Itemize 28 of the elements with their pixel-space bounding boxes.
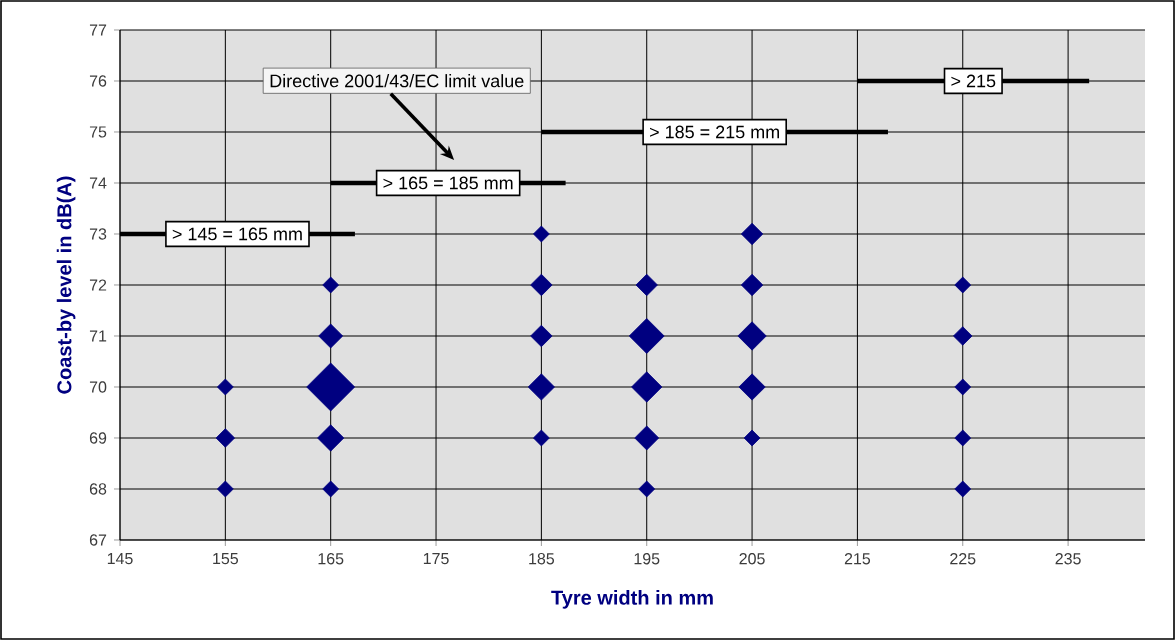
series-label: > 215: [951, 74, 996, 88]
series-label: > 145 = 165 mm: [172, 227, 302, 241]
series-label: > 185 = 215 mm: [650, 125, 779, 139]
y-tick-label: 69: [89, 432, 107, 444]
x-tick-label: 205: [739, 553, 765, 565]
y-tick-label: 70: [89, 381, 107, 393]
y-axis-title: Coast-by level in dB(A): [56, 176, 76, 394]
x-tick-label: 195: [634, 553, 660, 565]
x-tick-label: 155: [213, 553, 239, 565]
x-tick-label: 165: [318, 553, 344, 565]
annotation: Directive 2001/43/EC limit value: [270, 74, 524, 88]
x-tick-label: 175: [423, 553, 449, 565]
y-tick-label: 73: [89, 228, 107, 240]
y-tick-label: 67: [89, 534, 107, 546]
legend-label: > 165 = 185 mm: [383, 176, 513, 190]
x-tick-label: 215: [844, 553, 871, 565]
y-tick-label: 77: [89, 24, 107, 36]
y-tick-label: 71: [89, 330, 107, 342]
x-tick-label: 185: [529, 553, 555, 565]
x-tick-label: 225: [950, 553, 976, 565]
y-tick-label: 76: [89, 75, 107, 87]
y-tick-label: 72: [89, 279, 107, 291]
x-axis-title: Tyre width in mm: [551, 590, 713, 609]
x-tick-label: 235: [1055, 553, 1081, 565]
y-tick-label: 74: [89, 177, 107, 189]
x-tick-label: 145: [107, 553, 133, 565]
y-tick-label: 75: [89, 126, 107, 138]
y-tick-label: 68: [89, 483, 107, 495]
